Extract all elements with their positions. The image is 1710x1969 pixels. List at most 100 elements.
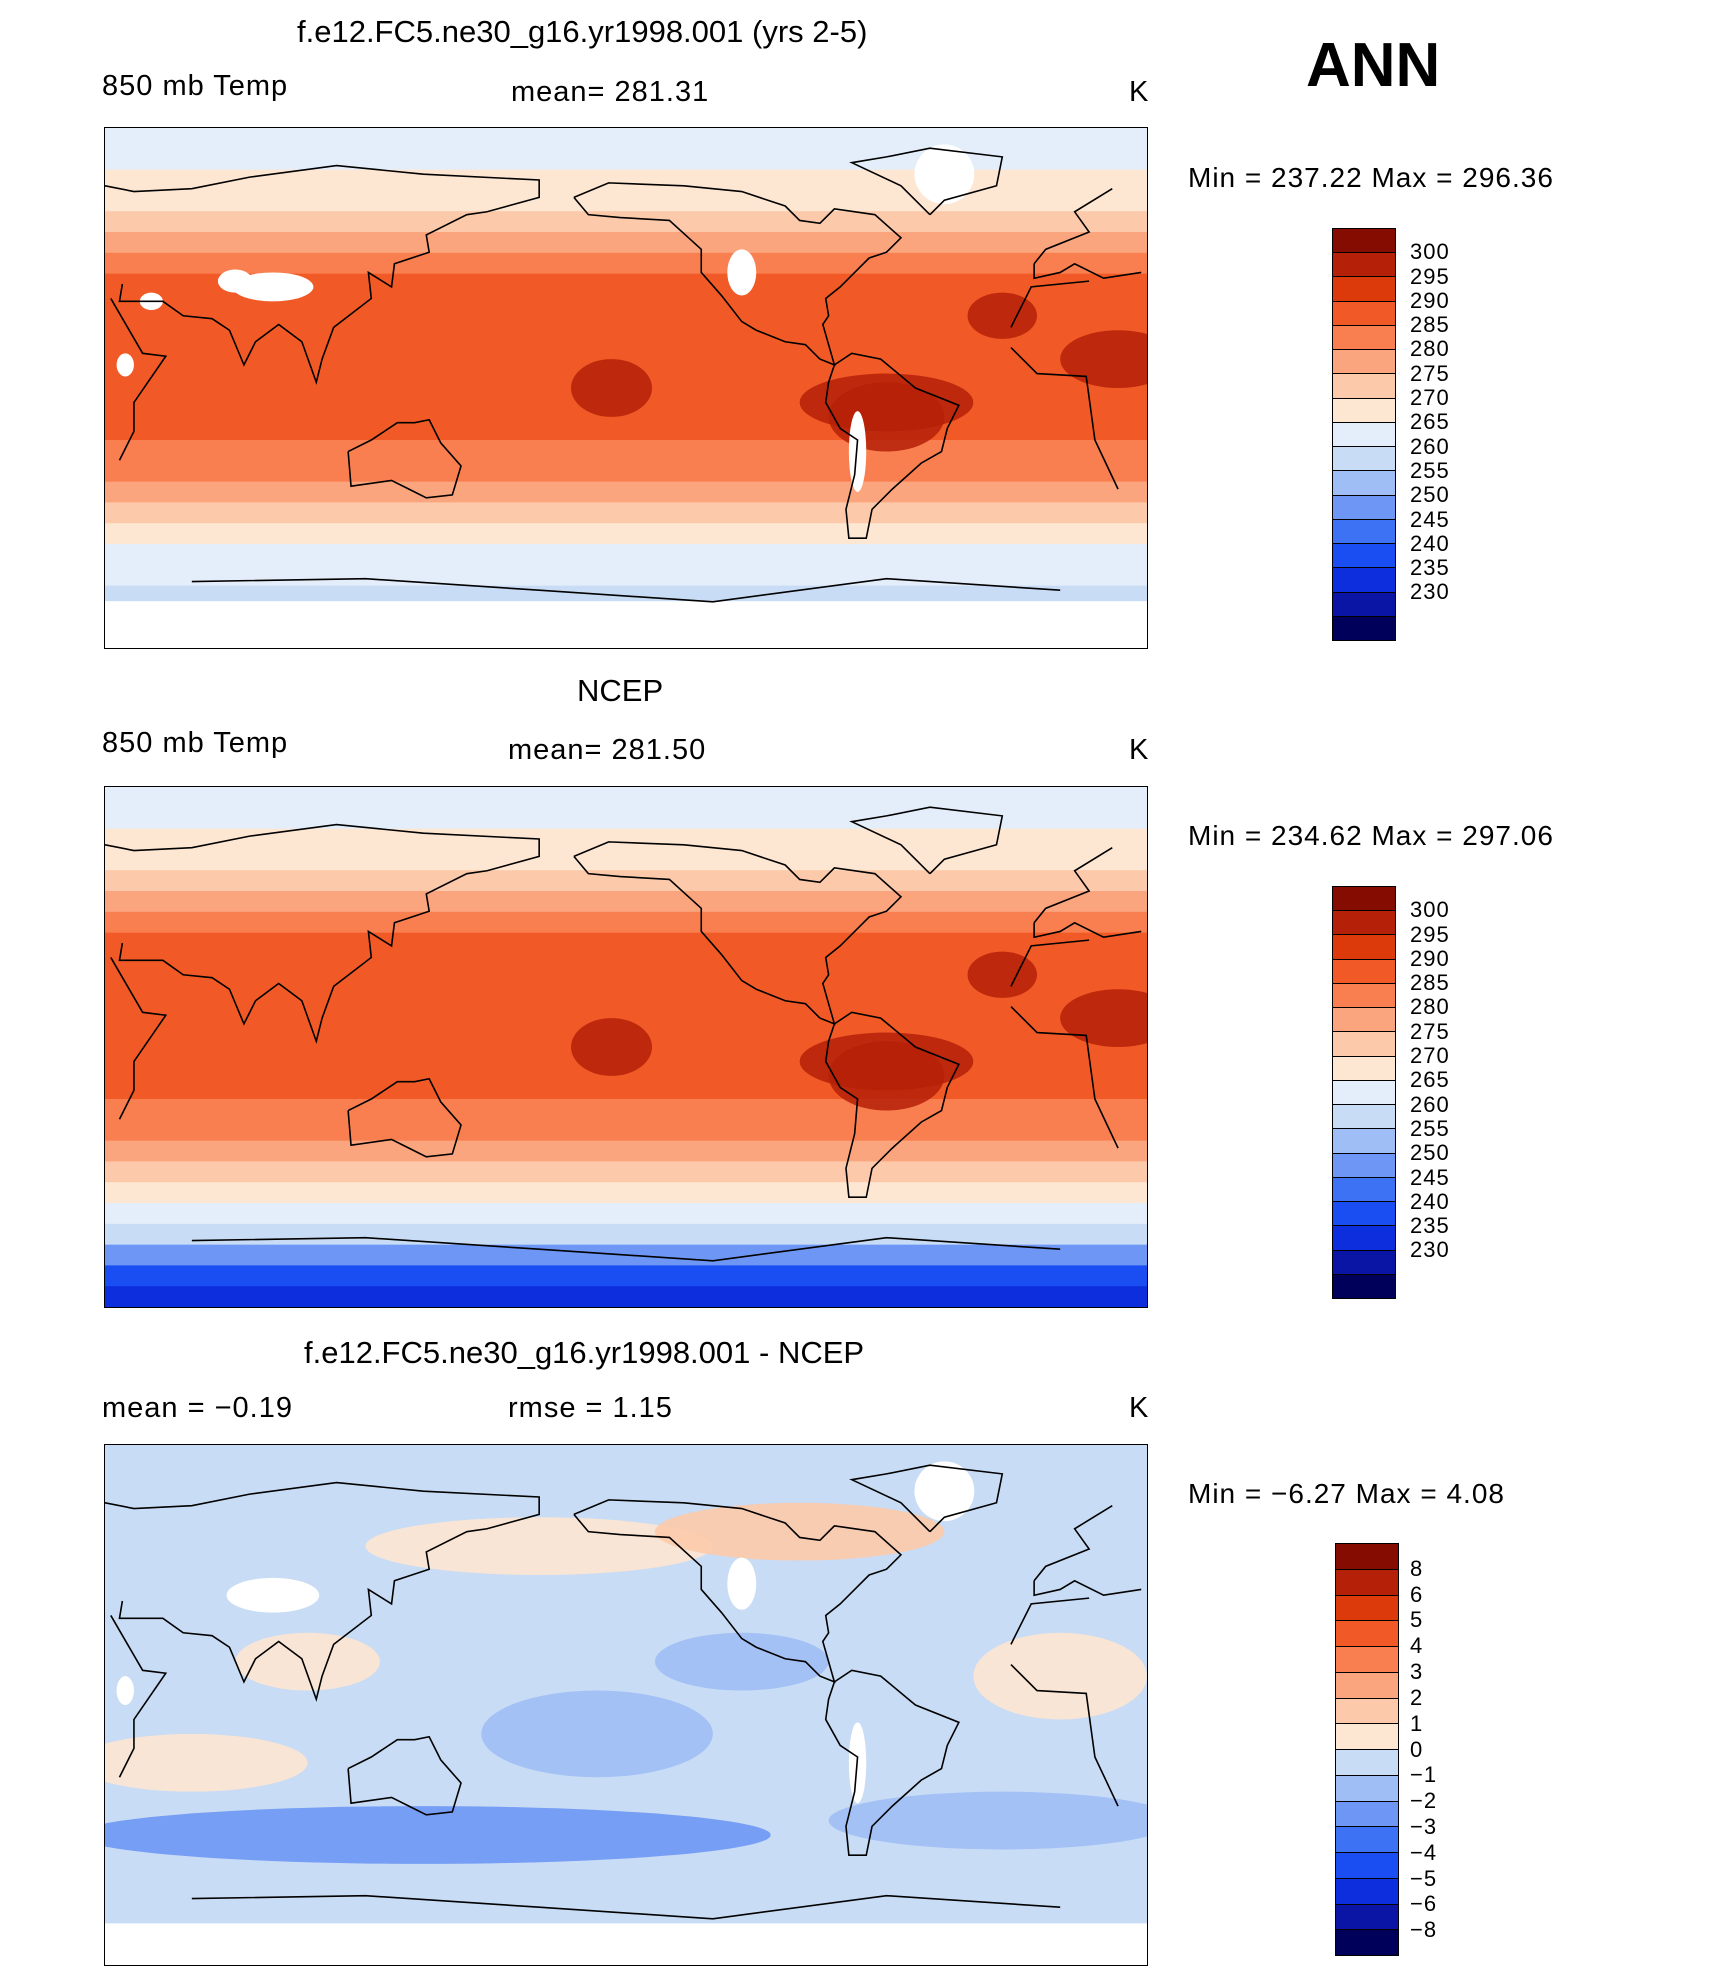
colorbar-tick-label: 295 xyxy=(1410,263,1450,289)
colorbar-swatch xyxy=(1333,398,1395,423)
panel-2-map xyxy=(104,786,1148,1308)
colorbar-swatch xyxy=(1333,1177,1395,1203)
colorbar-tick-label: 245 xyxy=(1410,1164,1450,1190)
colorbar-swatch xyxy=(1333,592,1395,617)
colorbar-tick-label: −3 xyxy=(1410,1813,1438,1839)
colorbar-swatch xyxy=(1336,1647,1398,1673)
colorbar-swatch xyxy=(1336,1698,1398,1725)
colorbar-swatch xyxy=(1333,1226,1395,1251)
panel-2-variable-label: 850 mb Temp xyxy=(102,727,289,759)
colorbar-tick-label: −5 xyxy=(1410,1865,1438,1891)
colorbar-swatch xyxy=(1333,544,1395,569)
colorbar-swatch xyxy=(1333,911,1395,936)
panel-2-minmax: Min = 234.62 Max = 297.06 xyxy=(1188,820,1554,851)
panel-3-units-label: K xyxy=(1129,1392,1150,1424)
colorbar-tick-label: 0 xyxy=(1410,1736,1424,1762)
colorbar-swatch xyxy=(1333,277,1395,302)
colorbar-tick-label: 265 xyxy=(1410,409,1450,435)
colorbar-tick-label: 255 xyxy=(1410,457,1450,483)
colorbar-tick-label: 300 xyxy=(1410,897,1450,923)
panel-1-colorbar xyxy=(1332,228,1396,641)
colorbar-tick-label: 235 xyxy=(1410,1213,1450,1239)
panel-2-mean-label: mean= 281.50 xyxy=(508,734,707,766)
panel-1-units-label: K xyxy=(1129,76,1150,108)
colorbar-tick-label: 4 xyxy=(1410,1633,1424,1659)
panel-1-variable-label: 850 mb Temp xyxy=(102,70,289,102)
colorbar-swatch xyxy=(1333,1080,1395,1106)
colorbar-tick-label: 6 xyxy=(1410,1581,1424,1607)
colorbar-tick-label: 250 xyxy=(1410,482,1450,508)
colorbar-swatch xyxy=(1336,1878,1398,1905)
colorbar-tick-label: 295 xyxy=(1410,921,1450,947)
colorbar-swatch xyxy=(1333,616,1395,640)
panel-3-title: f.e12.FC5.ne30_g16.yr1998.001 - NCEP xyxy=(304,1335,865,1370)
colorbar-swatch xyxy=(1333,1032,1395,1057)
colorbar-tick-label: 255 xyxy=(1410,1115,1450,1141)
colorbar-tick-label: −4 xyxy=(1410,1839,1438,1865)
panel-1-field xyxy=(105,128,1147,648)
colorbar-tick-label: −2 xyxy=(1410,1788,1438,1814)
colorbar-swatch xyxy=(1333,374,1395,399)
colorbar-swatch xyxy=(1333,422,1395,448)
colorbar-swatch xyxy=(1336,1801,1398,1828)
colorbar-tick-label: 270 xyxy=(1410,1043,1450,1069)
colorbar-tick-label: −1 xyxy=(1410,1762,1438,1788)
colorbar-swatch xyxy=(1336,1724,1398,1750)
colorbar-tick-label: 265 xyxy=(1410,1067,1450,1093)
panel-2-units-label: K xyxy=(1129,734,1150,766)
colorbar-swatch xyxy=(1333,1153,1395,1178)
colorbar-tick-label: −8 xyxy=(1410,1917,1438,1943)
colorbar-swatch xyxy=(1333,983,1395,1009)
colorbar-tick-label: 280 xyxy=(1410,336,1450,362)
colorbar-tick-label: 260 xyxy=(1410,433,1450,459)
panel-3-colorbar xyxy=(1335,1543,1399,1956)
colorbar-swatch xyxy=(1336,1544,1398,1570)
colorbar-swatch xyxy=(1333,350,1395,375)
colorbar-swatch xyxy=(1336,1930,1398,1955)
colorbar-swatch xyxy=(1333,568,1395,593)
colorbar-tick-label: 285 xyxy=(1410,312,1450,338)
colorbar-swatch xyxy=(1336,1672,1398,1699)
colorbar-swatch xyxy=(1333,301,1395,326)
colorbar-tick-label: 3 xyxy=(1410,1659,1424,1685)
colorbar-tick-label: 260 xyxy=(1410,1091,1450,1117)
colorbar-tick-label: −6 xyxy=(1410,1891,1438,1917)
colorbar-tick-label: 240 xyxy=(1410,530,1450,556)
colorbar-tick-label: 270 xyxy=(1410,385,1450,411)
colorbar-tick-label: 290 xyxy=(1410,287,1450,313)
panel-3-map xyxy=(104,1444,1148,1966)
colorbar-swatch xyxy=(1336,1621,1398,1647)
colorbar-swatch xyxy=(1333,959,1395,984)
panel-1-mean-label: mean= 281.31 xyxy=(511,76,710,108)
colorbar-swatch xyxy=(1333,1056,1395,1081)
colorbar-swatch xyxy=(1333,1008,1395,1033)
colorbar-swatch xyxy=(1333,1129,1395,1154)
colorbar-swatch xyxy=(1336,1595,1398,1622)
colorbar-tick-label: 230 xyxy=(1410,1237,1450,1263)
panel-2-colorbar xyxy=(1332,886,1396,1299)
colorbar-tick-label: 235 xyxy=(1410,555,1450,581)
colorbar-tick-label: 245 xyxy=(1410,506,1450,532)
colorbar-tick-label: 8 xyxy=(1410,1555,1424,1581)
colorbar-swatch xyxy=(1333,935,1395,960)
panel-3-mean-label: mean = −0.19 xyxy=(102,1392,293,1424)
colorbar-swatch xyxy=(1336,1569,1398,1596)
colorbar-swatch xyxy=(1333,325,1395,351)
panel-1-title: f.e12.FC5.ne30_g16.yr1998.001 (yrs 2-5) xyxy=(297,14,868,49)
colorbar-tick-label: 290 xyxy=(1410,945,1450,971)
panel-2-title: NCEP xyxy=(577,673,664,708)
colorbar-swatch xyxy=(1333,495,1395,520)
colorbar-swatch xyxy=(1333,471,1395,496)
colorbar-tick-label: 1 xyxy=(1410,1710,1424,1736)
colorbar-tick-label: 5 xyxy=(1410,1607,1424,1633)
colorbar-tick-label: 250 xyxy=(1410,1140,1450,1166)
colorbar-swatch xyxy=(1333,1274,1395,1298)
colorbar-tick-label: 275 xyxy=(1410,360,1450,386)
panel-2-field xyxy=(105,787,1147,1307)
colorbar-swatch xyxy=(1336,1827,1398,1853)
colorbar-swatch xyxy=(1336,1904,1398,1931)
colorbar-swatch xyxy=(1333,1202,1395,1227)
colorbar-swatch xyxy=(1336,1775,1398,1802)
colorbar-tick-label: 230 xyxy=(1410,579,1450,605)
colorbar-swatch xyxy=(1333,447,1395,472)
